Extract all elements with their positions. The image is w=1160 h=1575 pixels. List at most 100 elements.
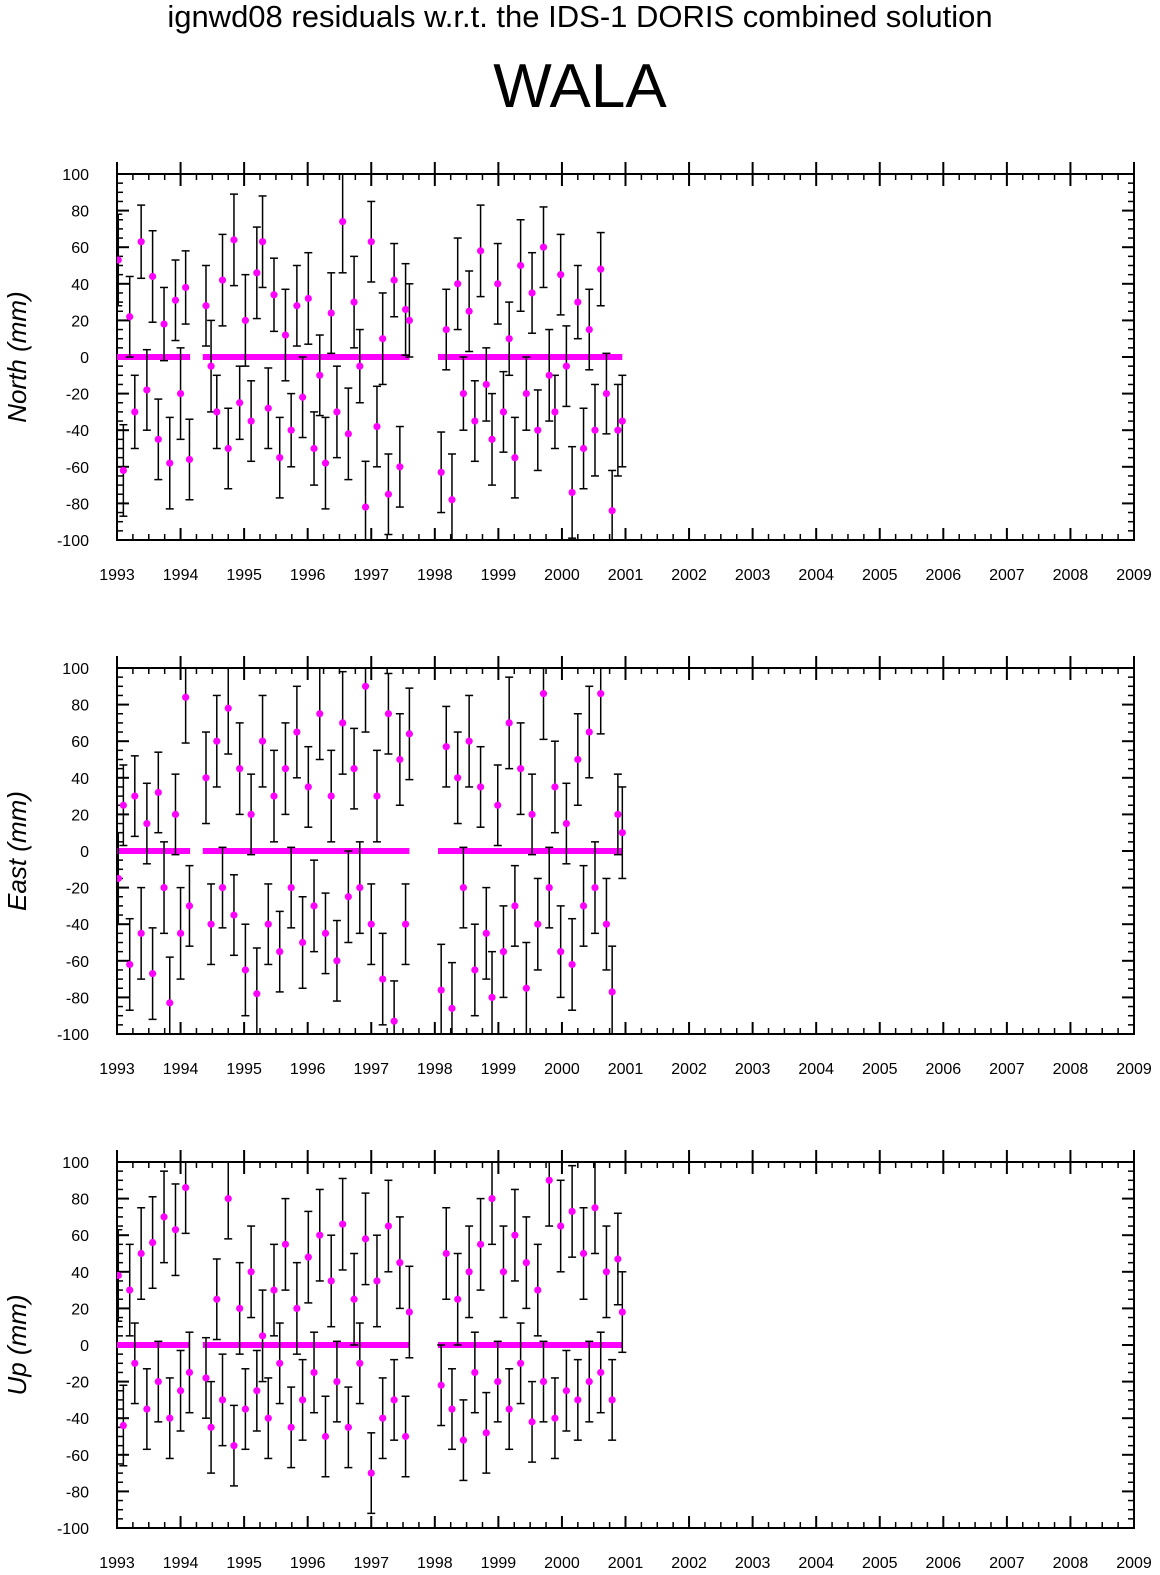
data-point [333, 957, 341, 965]
data-point [160, 320, 168, 328]
data-point [602, 1268, 611, 1276]
data-point [528, 289, 536, 297]
y-tick-label: 80 [71, 698, 89, 715]
data-point [202, 302, 210, 310]
data-point [442, 743, 450, 751]
station-name: WALA [493, 52, 667, 121]
data-point [293, 302, 301, 310]
data-point [545, 1176, 553, 1184]
data-layer [117, 668, 627, 1034]
x-tick-label: 1999 [481, 1061, 517, 1078]
data-point [476, 1240, 485, 1248]
y-tick-label: 100 [62, 1155, 89, 1172]
data-point [258, 737, 267, 745]
data-point [551, 408, 559, 416]
data-point [117, 874, 122, 883]
data-point [276, 454, 284, 462]
data-point [528, 810, 536, 819]
data-point [137, 238, 145, 246]
x-tick-label: 2008 [1053, 567, 1089, 584]
data-point [361, 503, 370, 511]
data-point [608, 507, 616, 515]
data-point [350, 765, 358, 773]
y-tick-label: 60 [71, 1228, 89, 1245]
data-point [379, 975, 387, 983]
x-tick-label: 2009 [1116, 1061, 1152, 1078]
data-point [230, 236, 238, 244]
data-point [591, 426, 599, 434]
x-tick-label: 2008 [1053, 1061, 1089, 1078]
data-point [224, 1195, 232, 1203]
y-tick-label: 40 [71, 771, 89, 788]
data-point [522, 984, 530, 992]
x-tick-label: 2003 [735, 1061, 771, 1078]
x-tick-label: 2005 [862, 567, 898, 584]
data-point [316, 371, 324, 379]
x-tick-label: 2004 [798, 1061, 834, 1078]
data-point [459, 1436, 468, 1444]
x-tick-label: 2000 [544, 1555, 580, 1572]
data-point [171, 296, 180, 304]
data-point [585, 1378, 593, 1386]
x-tick-label: 2002 [671, 1555, 707, 1572]
data-point [356, 1359, 364, 1367]
data-point [160, 1213, 168, 1221]
data-point [126, 1286, 134, 1294]
data-point [247, 810, 255, 819]
data-point [339, 217, 347, 226]
data-point [281, 1240, 290, 1248]
y-tick-label: 40 [71, 277, 89, 294]
data-point [522, 390, 530, 398]
y-tick-label: -20 [66, 1375, 89, 1392]
data-point [258, 238, 267, 246]
data-point [557, 948, 565, 956]
data-point [505, 335, 513, 343]
data-point [213, 408, 221, 416]
data-point [119, 466, 127, 475]
data-point [482, 1429, 490, 1437]
x-tick-label: 1998 [417, 1555, 453, 1572]
y-tick-label: 80 [71, 1192, 89, 1209]
y-tick-label: -40 [66, 1411, 89, 1428]
data-point [253, 1387, 261, 1395]
data-point [401, 920, 410, 928]
data-point [253, 269, 261, 277]
data-point [176, 390, 185, 398]
data-point [471, 1368, 479, 1377]
data-point [176, 1387, 185, 1395]
x-tick-label: 1993 [99, 1061, 135, 1078]
data-point [539, 243, 548, 251]
y-tick-label: 0 [80, 350, 89, 367]
y-tick-label: 20 [71, 1301, 89, 1318]
data-point [207, 920, 215, 928]
data-point [574, 298, 582, 306]
data-point [494, 1378, 502, 1386]
x-tick-label: 2002 [671, 1061, 707, 1078]
data-point [384, 490, 393, 498]
data-point [602, 920, 611, 928]
y-tick-label: -60 [66, 1448, 89, 1465]
data-point [608, 988, 616, 996]
data-point [454, 280, 462, 288]
y-axis-label-east: East (mm) [2, 791, 32, 911]
data-point [148, 970, 157, 978]
data-point [258, 1332, 267, 1340]
panel-east: 1993 1994 1995 1996 1997 1998 1999 2000 2001 2002… [2, 656, 1152, 1078]
data-point [390, 276, 398, 284]
data-point [327, 309, 335, 317]
data-point [459, 884, 468, 892]
data-point [405, 1308, 413, 1316]
data-point [528, 1418, 536, 1426]
data-point [287, 426, 295, 434]
data-point [344, 1423, 352, 1431]
x-tick-label: 2009 [1116, 1555, 1152, 1572]
data-point [207, 362, 215, 370]
data-point [482, 380, 490, 389]
x-tick-label: 2009 [1116, 567, 1152, 584]
data-point [367, 920, 375, 928]
x-tick-label: 2001 [608, 1555, 644, 1572]
data-point [166, 999, 174, 1007]
data-point [131, 792, 139, 800]
y-tick-label: -40 [66, 917, 89, 934]
data-point [218, 276, 227, 284]
